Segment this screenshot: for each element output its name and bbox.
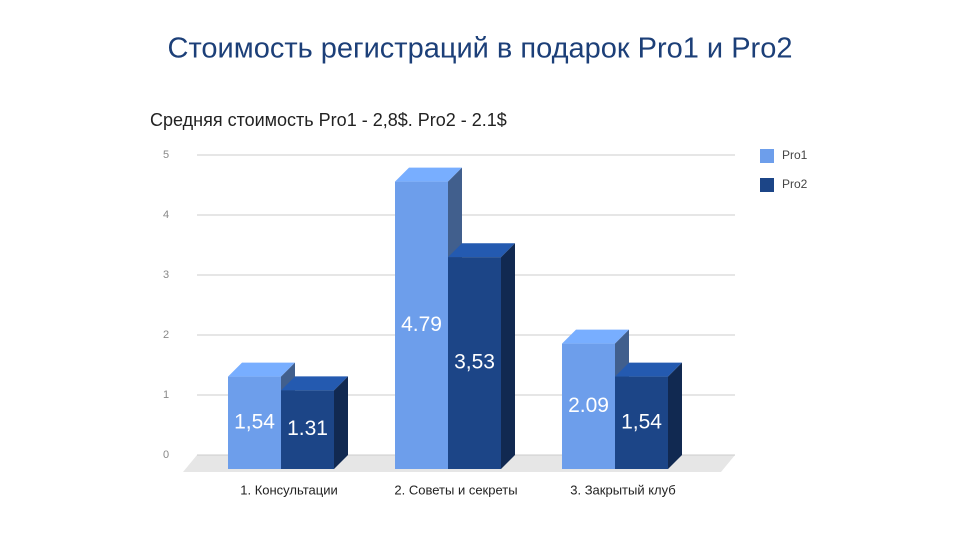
bar-side: [501, 243, 515, 469]
bar-side: [334, 376, 348, 469]
value-label: 1,54: [234, 410, 275, 433]
bar-top: [395, 167, 462, 182]
x-tick-label: 3. Закрытый клуб: [570, 482, 675, 497]
bar-top: [448, 243, 515, 258]
legend-label: Pro1: [782, 148, 808, 162]
bar-top: [228, 362, 295, 377]
bar-side: [668, 362, 682, 469]
bar: [228, 376, 281, 469]
chart-title: Средняя стоимость Pro1 - 2,8$. Pro2 - 2.…: [150, 110, 507, 130]
x-tick-label: 2. Советы и секреты: [394, 482, 517, 497]
y-tick-label: 3: [163, 269, 169, 281]
bar: [562, 343, 615, 469]
y-tick-label: 2: [163, 329, 169, 341]
y-tick-label: 4: [163, 209, 169, 221]
y-tick-label: 0: [163, 449, 169, 461]
bar-top: [562, 329, 629, 344]
bar: [448, 257, 501, 469]
y-tick-label: 5: [163, 149, 169, 161]
value-label: 3,53: [454, 351, 495, 374]
value-label: 2.09: [568, 394, 609, 417]
bar: [395, 181, 448, 469]
bar-top: [615, 362, 682, 377]
value-label: 1.31: [287, 417, 328, 440]
slide-title: Стоимость регистраций в подарок Pro1 и P…: [168, 33, 793, 65]
x-tick-label: 1. Консультации: [240, 482, 338, 497]
legend-swatch: [760, 178, 774, 192]
value-label: 1,54: [621, 410, 662, 433]
bar: [615, 376, 668, 469]
value-label: 4.79: [401, 313, 442, 336]
y-tick-label: 1: [163, 389, 169, 401]
bar-top: [281, 376, 348, 391]
legend-label: Pro2: [782, 177, 808, 191]
bar: [281, 390, 334, 469]
legend-swatch: [760, 149, 774, 163]
